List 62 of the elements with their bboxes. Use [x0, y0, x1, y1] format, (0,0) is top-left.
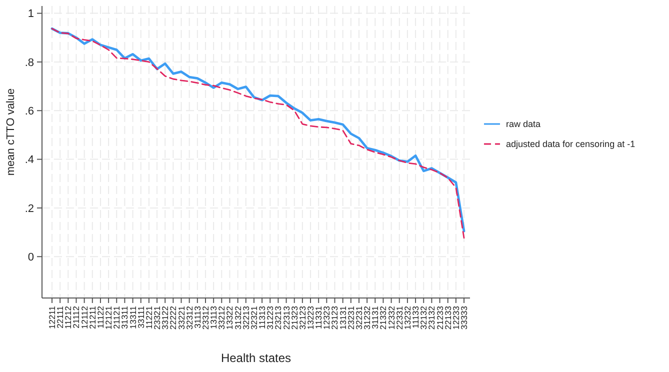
x-tick-label: 13232: [402, 306, 412, 330]
x-tick-label: 13131: [338, 306, 348, 330]
x-tick-label: 13322: [224, 306, 235, 330]
x-tick-label: 12233: [450, 306, 461, 330]
x-tick-label: 11212: [63, 306, 74, 330]
x-tick-label: 33122: [160, 306, 170, 330]
x-tick-label: 23321: [152, 306, 162, 330]
x-tick-label: 12332: [386, 306, 396, 330]
x-tick-label: 21323: [289, 306, 300, 330]
x-tick-label: 23312: [200, 306, 210, 330]
x-tick-label: 12211: [47, 306, 57, 330]
x-tick-label: 13311: [128, 306, 138, 330]
x-tick-label: 12323: [322, 306, 332, 330]
legend-label: raw data: [506, 119, 541, 130]
x-tick-label: 22111: [55, 306, 66, 328]
x-tick-label: 11122: [95, 306, 106, 328]
x-tick-label: 11221: [144, 306, 154, 330]
legend-label: adjusted data for censoring at -1: [506, 139, 636, 150]
x-tick-label: 23213: [273, 306, 284, 330]
x-tick-label: 32213: [240, 306, 251, 330]
x-tick-label: 12112: [79, 306, 90, 330]
x-tick-label: 32321: [248, 306, 259, 330]
x-tick-label: 31311: [120, 306, 130, 330]
x-tick-label: 22133: [442, 306, 453, 330]
x-tick-label: 23231: [346, 306, 356, 330]
x-tick-label: 21332: [378, 306, 388, 330]
x-tick-label: 13223: [306, 306, 316, 330]
x-tick-label: 21233: [434, 306, 445, 330]
x-tick-label: 32231: [354, 306, 364, 330]
x-tick-label: 13113: [208, 306, 219, 330]
x-tick-label: 12121: [104, 306, 114, 330]
x-tick-label: 11133: [410, 306, 421, 328]
x-tick-label: 22331: [394, 306, 404, 330]
x-tick-label: 21211: [87, 306, 98, 330]
x-tick-label: 33221: [176, 306, 186, 330]
x-tick-label: 11313: [257, 306, 268, 330]
x-tick-label: 11331: [314, 306, 324, 330]
x-tick-label: 31223: [265, 306, 276, 330]
y-tick-label: 0: [28, 251, 34, 264]
x-tick-label: 32312: [184, 306, 194, 330]
x-tick-label: 32123: [297, 306, 308, 330]
x-tick-label: 22313: [281, 306, 292, 330]
x-tick-label: 21112: [71, 306, 82, 328]
x-tick-label: 22222: [168, 306, 178, 330]
y-tick-label: .4: [24, 154, 34, 166]
x-tick-label: 23123: [330, 306, 340, 330]
x-tick-label: 31232: [362, 306, 372, 330]
y-tick-label: .2: [24, 202, 34, 215]
x-tick-label: 32132: [418, 306, 429, 330]
x-tick-label: 33333: [459, 306, 469, 330]
x-tick-label: 23132: [426, 306, 437, 330]
y-tick-label: 1: [28, 8, 34, 20]
x-tick-label: 31322: [232, 306, 243, 330]
y-axis-title: mean cTTO value: [5, 88, 17, 176]
y-tick-label: .8: [24, 56, 34, 69]
x-tick-label: 33111: [136, 306, 146, 328]
y-tick-label: .6: [24, 105, 34, 118]
x-axis-title: Health states: [220, 351, 292, 365]
x-tick-label: 31113: [192, 306, 202, 328]
x-tick-label: 21121: [112, 306, 122, 330]
x-tick-label: 33212: [216, 306, 227, 330]
x-tick-label: 31131: [370, 306, 380, 330]
